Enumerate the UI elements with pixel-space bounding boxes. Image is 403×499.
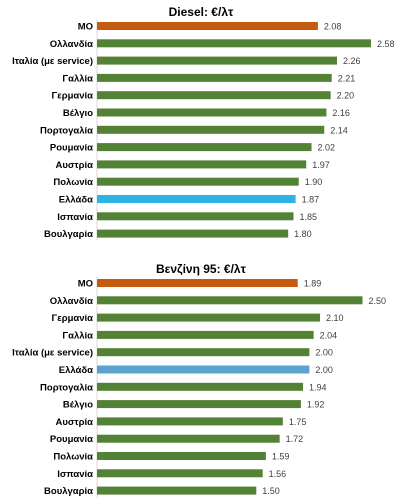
diesel-3-category-label: Γαλλία [62, 73, 93, 84]
diesel-4-bar [97, 91, 331, 100]
diesel-4-category-label: Γερμανία [51, 91, 93, 102]
diesel-2-bar [97, 56, 338, 65]
diesel-12-category-label: Βουλγαρία [44, 229, 93, 240]
petrol-1-category-label: Ολλανδία [50, 296, 93, 307]
diesel-5-category-label: Βέλγιο [63, 108, 93, 119]
diesel-chart: Diesel: €/λτ ΜΟ 2.08 Ολλανδία 2.58 Ιταλία (με… [12, 5, 395, 241]
diesel-9-category-label: Πολωνία [53, 177, 93, 188]
petrol-10-category-label: Πολωνία [53, 452, 93, 463]
petrol-5-category-label: Ελλάδα [59, 365, 93, 376]
petrol-11-bar [97, 469, 263, 478]
diesel-7-value-label: 2.02 [318, 143, 336, 153]
diesel-8-bar [97, 160, 307, 169]
diesel-10-category-label: Ελλάδα [59, 195, 93, 206]
petrol-11-category-label: Ισπανία [57, 469, 93, 480]
diesel-1-value-label: 2.58 [377, 39, 395, 49]
diesel-8-value-label: 1.97 [312, 160, 330, 170]
petrol-7-category-label: Βέλγιο [63, 400, 93, 411]
diesel-chart-title: Diesel: €/λτ [169, 5, 234, 19]
petrol-0-bar [97, 279, 298, 287]
petrol-4-category-label: Ιταλία (με service) [12, 348, 93, 359]
diesel-0-category-label: ΜΟ [78, 22, 93, 33]
diesel-5-value-label: 2.16 [332, 108, 350, 118]
diesel-3-bar [97, 73, 332, 82]
diesel-7-bar [97, 143, 312, 152]
diesel-8-category-label: Αυστρία [56, 160, 94, 171]
petrol-3-category-label: Γαλλία [62, 330, 93, 341]
diesel-0-bar [97, 22, 318, 30]
petrol-0-category-label: ΜΟ [78, 279, 93, 290]
petrol-9-category-label: Ρουμανία [50, 434, 93, 445]
diesel-11-value-label: 1.85 [299, 212, 317, 222]
diesel-10-value-label: 1.87 [302, 195, 320, 205]
petrol-10-bar [97, 452, 266, 460]
petrol-7-value-label: 1.92 [307, 400, 325, 410]
petrol-12-category-label: Βουλγαρία [44, 486, 93, 497]
petrol-1-bar [97, 296, 363, 305]
petrol-8-value-label: 1.75 [289, 417, 307, 427]
petrol-4-bar [97, 348, 310, 357]
petrol-5-bar [97, 365, 310, 374]
petrol-10-value-label: 1.59 [272, 452, 290, 462]
petrol-9-value-label: 1.72 [286, 434, 304, 444]
petrol-2-bar [97, 313, 321, 322]
petrol-1-value-label: 2.50 [369, 296, 387, 306]
diesel-6-value-label: 2.14 [330, 125, 348, 135]
diesel-3-value-label: 2.21 [338, 73, 356, 83]
petrol-0-value-label: 1.89 [304, 279, 322, 289]
petrol-11-value-label: 1.56 [269, 469, 287, 479]
diesel-9-value-label: 1.90 [305, 177, 323, 187]
diesel-10-bar [97, 195, 296, 203]
petrol-6-bar [97, 382, 304, 391]
diesel-4-value-label: 2.20 [337, 91, 355, 101]
petrol-3-bar [97, 330, 314, 339]
diesel-12-bar [97, 229, 289, 238]
petrol-3-value-label: 2.04 [320, 330, 338, 340]
diesel-2-value-label: 2.26 [343, 56, 361, 66]
diesel-1-category-label: Ολλανδία [50, 39, 93, 50]
petrol-2-category-label: Γερμανία [51, 313, 93, 324]
petrol-8-category-label: Αυστρία [56, 417, 94, 428]
petrol-5-value-label: 2.00 [315, 365, 333, 375]
diesel-7-category-label: Ρουμανία [50, 143, 93, 154]
diesel-0-value-label: 2.08 [324, 22, 342, 32]
diesel-11-category-label: Ισπανία [57, 212, 93, 223]
petrol-7-bar [97, 400, 301, 409]
diesel-11-bar [97, 212, 294, 221]
petrol-2-value-label: 2.10 [326, 313, 344, 323]
diesel-5-bar [97, 108, 327, 117]
petrol-9-bar [97, 434, 280, 443]
diesel-12-value-label: 1.80 [294, 229, 312, 239]
petrol-12-bar [97, 486, 257, 495]
diesel-6-bar [97, 125, 325, 134]
petrol-12-value-label: 1.50 [262, 486, 280, 496]
petrol-6-value-label: 1.94 [309, 382, 327, 392]
diesel-2-category-label: Ιταλία (με service) [12, 56, 93, 67]
petrol-8-bar [97, 417, 283, 426]
diesel-6-category-label: Πορτογαλία [40, 125, 93, 136]
petrol-4-value-label: 2.00 [315, 348, 333, 358]
petrol-chart-title: Βενζίνη 95: €/λτ [156, 262, 247, 276]
petrol-chart: Βενζίνη 95: €/λτ ΜΟ 1.89 Ολλανδία 2.50 Γερμαν… [12, 262, 387, 498]
diesel-1-bar [97, 39, 371, 48]
diesel-9-bar [97, 177, 299, 186]
petrol-6-category-label: Πορτογαλία [40, 382, 93, 393]
